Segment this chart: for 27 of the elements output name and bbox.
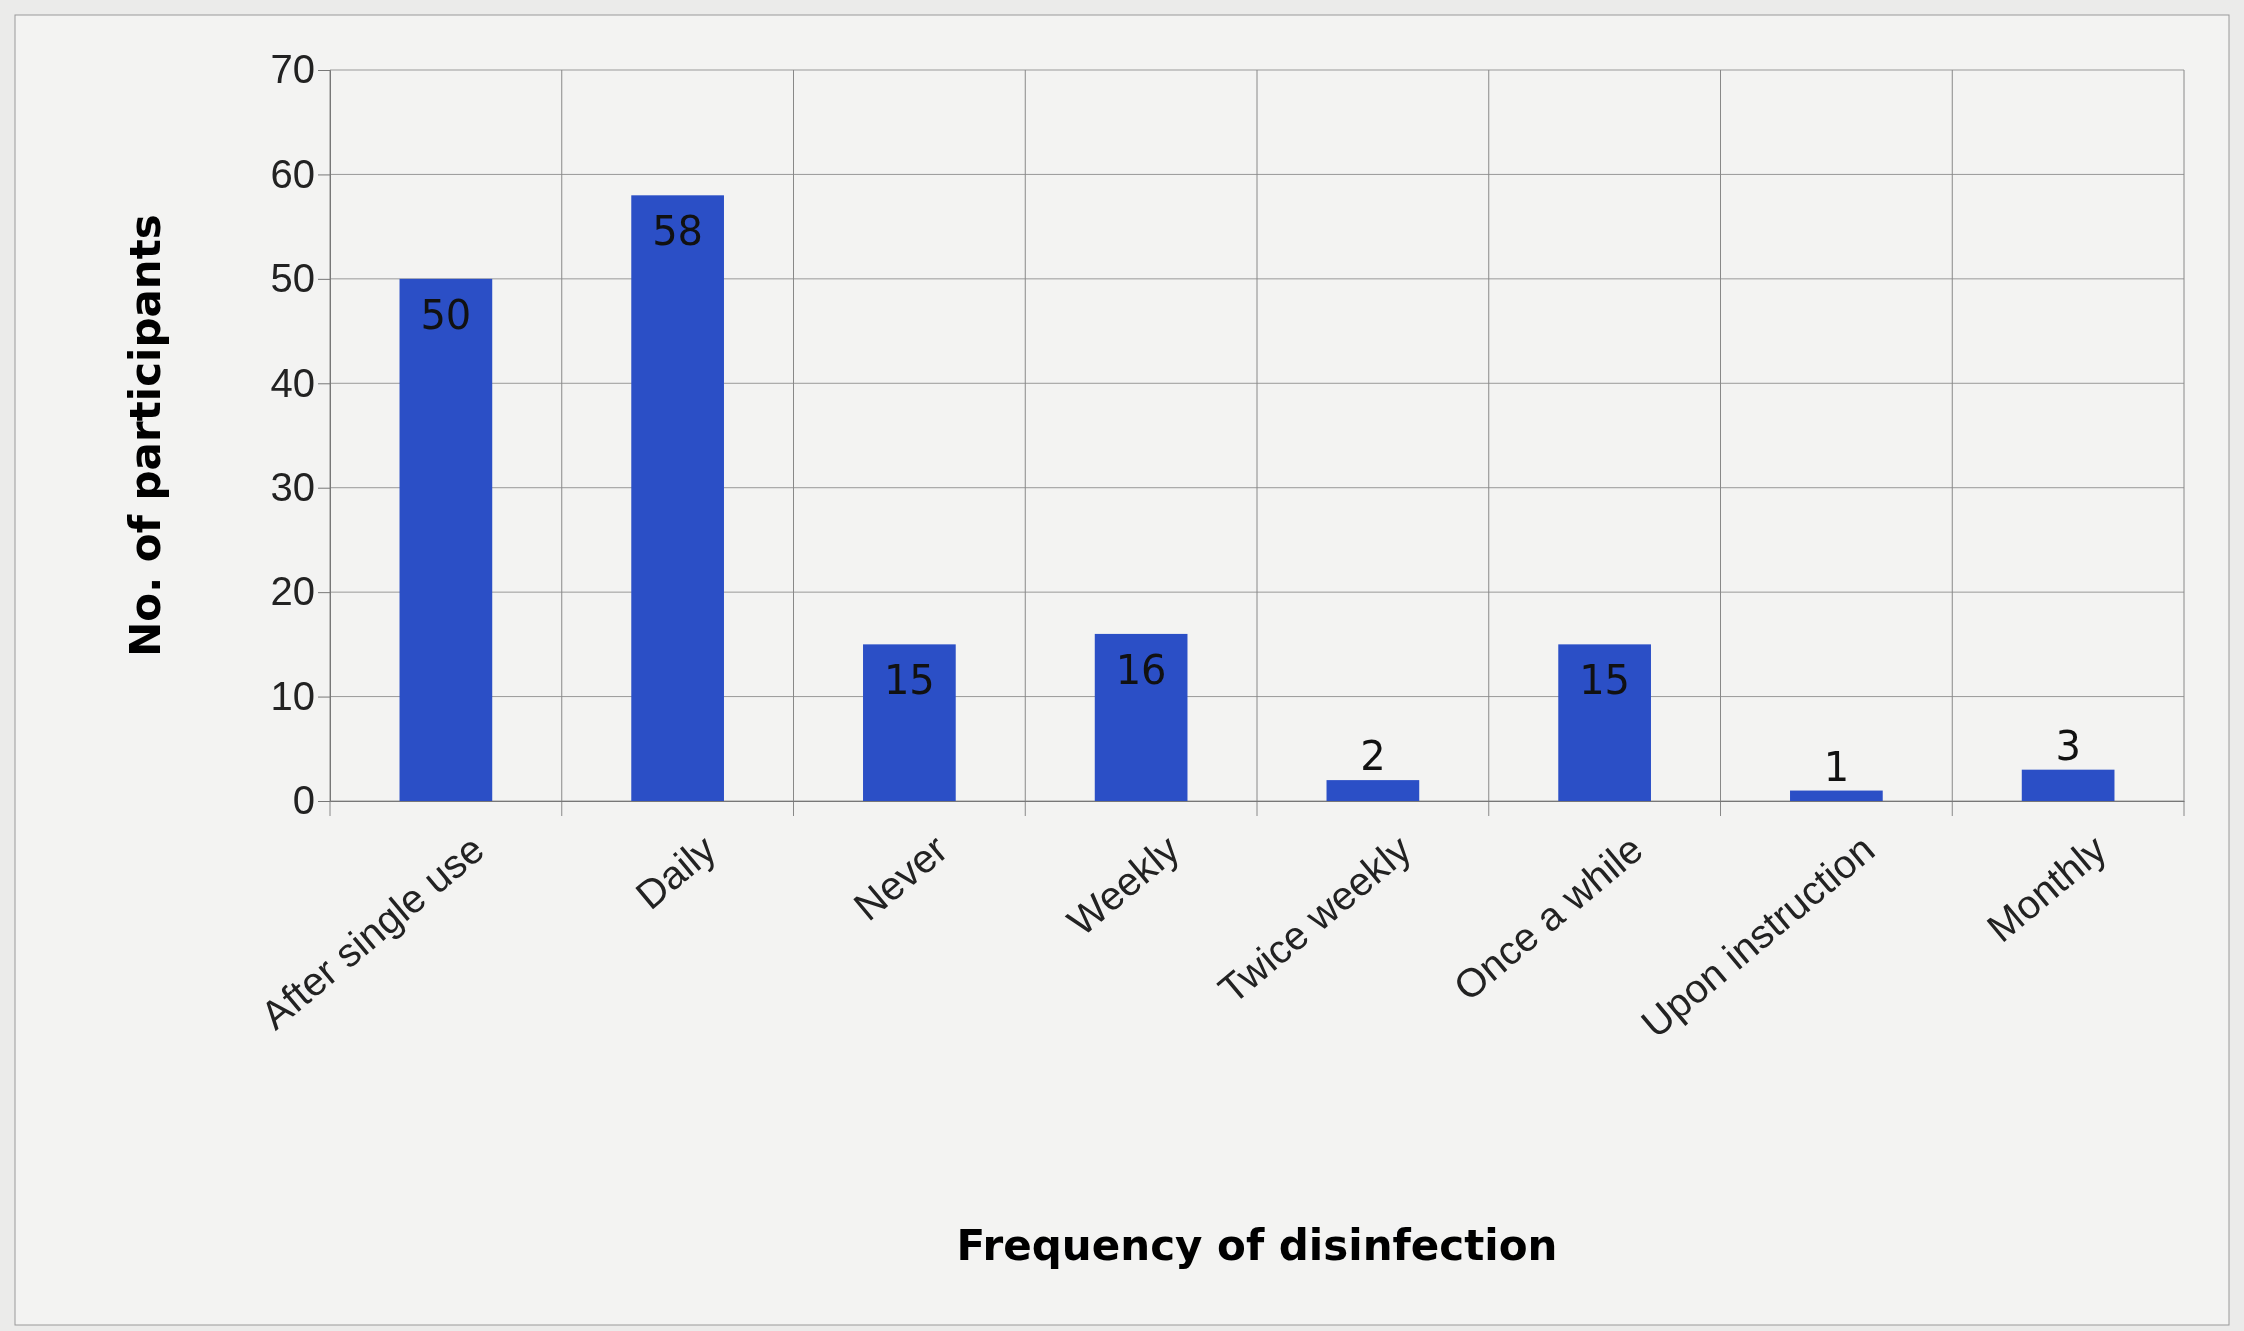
data-label: 15 [1579, 657, 1631, 704]
bar [1790, 790, 1883, 801]
data-label: 58 [652, 208, 704, 255]
data-label: 16 [1115, 646, 1167, 693]
bar [1094, 633, 1188, 801]
data-label: 50 [420, 291, 472, 338]
x-axis-title: Frequency of disinfection [956, 1221, 1558, 1270]
y-tick-label: 10 [270, 673, 315, 718]
bar [2021, 769, 2115, 801]
data-label: 1 [1823, 743, 1850, 790]
y-tick-label: 20 [270, 569, 315, 614]
y-tick-label: 60 [270, 151, 315, 196]
y-tick-label: 40 [270, 360, 315, 405]
data-label: 3 [2055, 722, 2081, 769]
bar [399, 278, 493, 801]
bar [1558, 644, 1651, 801]
bar [863, 644, 956, 801]
y-axis-title: No. of participants [121, 214, 170, 657]
y-tick-label: 0 [292, 778, 315, 823]
y-tick-label: 70 [270, 47, 315, 92]
y-tick-label: 30 [270, 465, 315, 510]
bar [1326, 780, 1420, 801]
data-label: 2 [1360, 733, 1386, 780]
y-tick-label: 50 [270, 256, 315, 301]
x-tick-label: Once a while [1445, 826, 1651, 1009]
data-label: 15 [883, 657, 935, 704]
bar [631, 195, 724, 801]
